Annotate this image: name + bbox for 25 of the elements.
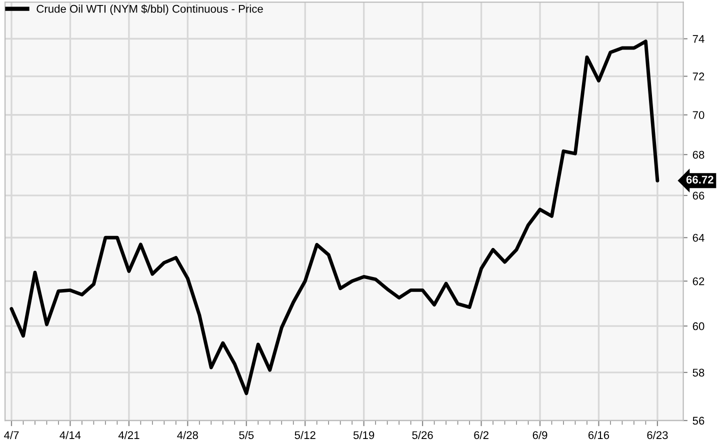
x-tick-label: 6/2 — [474, 430, 488, 440]
line-series — [10, 40, 660, 396]
x-tick-label: 6/9 — [532, 430, 548, 440]
x-tick-label: 4/7 — [4, 430, 19, 440]
y-tick-label: 60 — [692, 322, 704, 330]
y-tick-label: 70 — [692, 111, 704, 120]
x-tick-label: 6/16 — [588, 430, 610, 440]
x-tick-label: 5/12 — [294, 430, 316, 440]
x-tick-label: 5/26 — [412, 430, 433, 440]
y-tick-label: 58 — [692, 368, 704, 377]
y-tick-label: 64 — [692, 234, 704, 242]
y-tick-label: 66 — [692, 192, 704, 200]
y-tick-label: 62 — [692, 277, 704, 286]
x-tick-label: 5/5 — [239, 430, 254, 440]
x-tick-label: 6/23 — [647, 430, 668, 440]
x-tick-label: 5/19 — [353, 430, 374, 440]
legend-label: Crude Oil WTI (NYM $/bbl) Continuous - Price — [36, 4, 263, 15]
y-tick-label: 74 — [692, 35, 704, 43]
text: 66.72 — [686, 176, 714, 184]
y-tick-label: 72 — [692, 72, 704, 80]
y-tick-label: 56 — [692, 416, 704, 425]
x-tick-label: 4/14 — [60, 430, 81, 440]
x-tick-label: 4/28 — [177, 430, 198, 440]
y-tick-label: 68 — [692, 150, 704, 159]
x-tick-label: 4/21 — [118, 430, 140, 440]
